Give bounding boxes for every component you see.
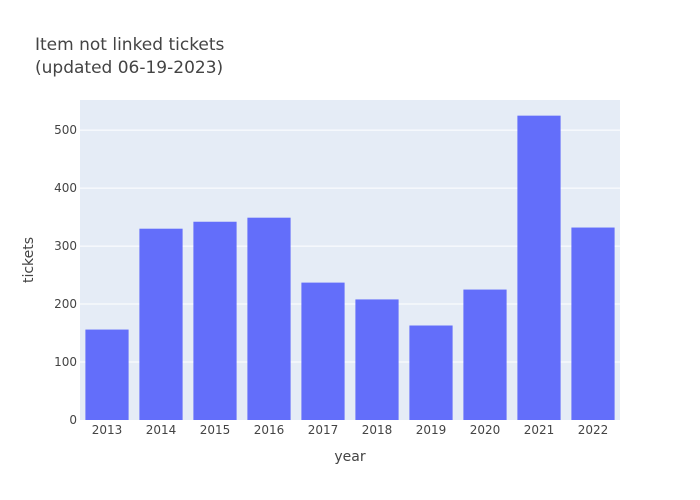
bars — [85, 115, 615, 421]
x-axis-title: year — [334, 449, 365, 465]
x-tick-label: 2020 — [470, 423, 501, 437]
bar-2016[interactable] — [247, 217, 291, 420]
bar-2013[interactable] — [85, 329, 129, 420]
x-tick-label: 2014 — [146, 423, 177, 437]
y-tick-label: 0 — [69, 413, 77, 427]
chart-title-line-2: (updated 06-19-2023) — [35, 58, 223, 78]
x-tick-label: 2019 — [416, 423, 447, 437]
x-axis-ticks: 2013 2014 2015 2016 2017 2018 2019 2020 2021 2022 — [92, 423, 609, 437]
y-tick-label: 500 — [54, 123, 77, 137]
y-tick-label: 400 — [54, 181, 77, 195]
bar-2022[interactable] — [571, 227, 615, 420]
x-tick-label: 2015 — [200, 423, 231, 437]
bar-2014[interactable] — [139, 228, 183, 420]
x-tick-label: 2022 — [578, 423, 609, 437]
bar-2019[interactable] — [409, 325, 453, 420]
bar-2020[interactable] — [463, 289, 507, 420]
x-tick-label: 2017 — [308, 423, 339, 437]
bar-2021[interactable] — [517, 115, 561, 421]
x-tick-label: 2021 — [524, 423, 555, 437]
x-tick-label: 2013 — [92, 423, 123, 437]
y-tick-label: 200 — [54, 297, 77, 311]
x-tick-label: 2018 — [362, 423, 393, 437]
y-axis-title: tickets — [21, 237, 37, 283]
chart-title: Item not linked tickets (updated 06-19-2… — [35, 35, 225, 78]
bar-2018[interactable] — [355, 299, 399, 420]
y-tick-label: 100 — [54, 355, 77, 369]
bar-2015[interactable] — [193, 221, 237, 420]
chart-title-line-1: Item not linked tickets — [35, 35, 225, 55]
y-axis-ticks: 0 100 200 300 400 500 — [54, 123, 77, 427]
x-tick-label: 2016 — [254, 423, 285, 437]
y-tick-label: 300 — [54, 239, 77, 253]
bar-2017[interactable] — [301, 282, 345, 420]
